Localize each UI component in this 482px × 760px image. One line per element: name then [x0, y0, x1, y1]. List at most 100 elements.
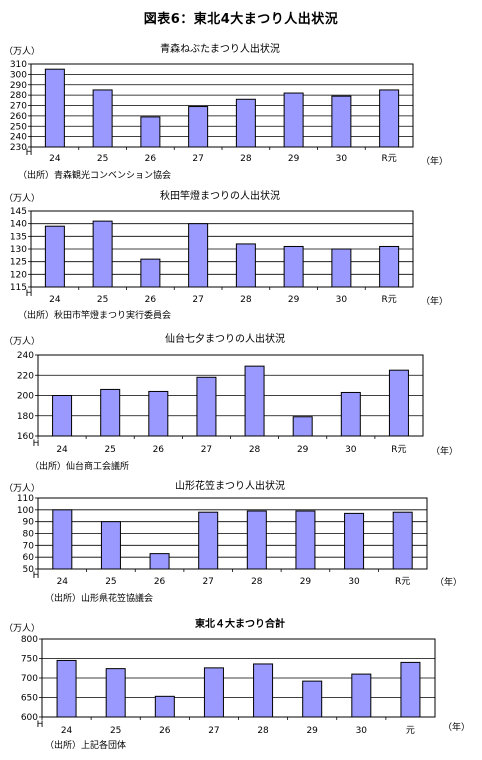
bar-sendai-30	[340, 391, 361, 437]
chart-panel-akita: 秋田竿燈まつりの人出状況 （万人） 115 120 125 130 135 140 145 24 2…	[0, 187, 482, 327]
y-tick-label: 290	[10, 81, 27, 91]
y-axis-unit: （万人）	[4, 46, 40, 57]
bar-yamagata-R元	[392, 511, 413, 570]
chart-panel-total: 東北４大まつり合計 （万人） 600 650 700 750 800 24 25 26 27 28 29…	[0, 616, 482, 760]
x-axis-era-prefix: H	[33, 571, 40, 581]
x-tick-label: 29	[288, 295, 300, 305]
y-tick-label: 140	[10, 220, 27, 230]
bar-sendai-26	[148, 390, 169, 437]
y-tick-label: 125	[10, 258, 27, 268]
source-note: （出所）秋田市竿燈まつり実行委員会	[18, 309, 171, 321]
page-title: 図表6：東北4大まつり人出状況	[143, 12, 339, 27]
x-axis-unit: （年）	[421, 155, 448, 167]
bar-aomori-R元	[379, 89, 400, 148]
x-tick-label: R元	[391, 445, 406, 455]
bar-akita-25	[92, 220, 113, 288]
x-tick-label: 24	[49, 295, 61, 305]
x-tick-label: 28	[257, 726, 269, 736]
bar-sendai-25	[100, 388, 121, 437]
x-tick-label: 26	[159, 726, 171, 736]
source-note: （出所）仙台商工会議所	[30, 460, 129, 472]
y-tick-label: 240	[17, 351, 34, 361]
chart-title: 仙台七夕まつりの人出状況	[165, 332, 285, 345]
x-tick-label: 25	[97, 154, 108, 164]
bar-yamagata-25	[100, 521, 121, 570]
y-tick-label: 750	[21, 655, 38, 665]
chart-title: 秋田竿燈まつりの人出状況	[160, 189, 280, 202]
y-tick-label: 310	[10, 60, 27, 70]
bar-akita-27	[188, 223, 209, 288]
x-tick-label: 25	[97, 295, 108, 305]
x-tick-label: 26	[153, 445, 165, 455]
x-tick-label: 25	[104, 445, 115, 455]
bar-total-元	[400, 661, 421, 718]
x-tick-label: 25	[110, 726, 121, 736]
x-axis-unit: （年）	[435, 576, 462, 588]
y-tick-label: 270	[10, 102, 27, 112]
y-tick-label: 120	[10, 270, 27, 280]
x-tick-label: 25	[105, 577, 116, 587]
x-tick-label: 27	[192, 295, 203, 305]
chart-total: 東北４大まつり合計 （万人） 600 650 700 750 800 24 25 26 27 28 29…	[4, 617, 470, 751]
x-tick-label: 27	[201, 445, 212, 455]
bar-aomori-27	[188, 106, 209, 148]
x-tick-label: R元	[381, 154, 396, 164]
bar-akita-29	[283, 245, 304, 288]
y-tick-label: 600	[21, 713, 38, 723]
x-tick-label: 元	[406, 726, 415, 736]
x-axis-unit: （年）	[443, 721, 470, 733]
chart-title: 青森ねぶたまつり人出状況	[160, 42, 280, 55]
bar-total-28	[253, 663, 274, 718]
bar-sendai-28	[244, 365, 265, 437]
chart-panel-sendai: 仙台七夕まつりの人出状況 （万人） 160 180 200 220 240 24 25 26 27 2…	[0, 330, 482, 475]
bar-sendai-R元	[388, 369, 409, 437]
y-tick-label: 180	[17, 412, 34, 422]
bar-yamagata-24	[52, 509, 73, 570]
x-tick-label: 29	[300, 577, 312, 587]
x-tick-label: 29	[297, 445, 309, 455]
bar-yamagata-26	[149, 553, 170, 570]
x-tick-label: 30	[356, 726, 368, 736]
y-tick-label: 90	[23, 518, 35, 528]
bar-akita-26	[140, 258, 161, 288]
bar-akita-24	[44, 225, 65, 288]
x-tick-label: R元	[381, 295, 396, 305]
x-axis-era-prefix: H	[37, 720, 44, 730]
y-tick-label: 280	[10, 91, 27, 101]
bar-akita-28	[235, 243, 256, 288]
y-tick-label: 135	[10, 232, 27, 242]
y-tick-label: 70	[23, 541, 35, 551]
bar-akita-30	[331, 248, 352, 288]
x-tick-label: 28	[240, 154, 252, 164]
y-tick-label: 260	[10, 112, 27, 122]
x-tick-label: 29	[288, 154, 300, 164]
y-axis-unit: （万人）	[4, 193, 40, 204]
y-tick-label: 800	[21, 635, 38, 645]
x-tick-label: 24	[61, 726, 73, 736]
bar-akita-R元	[379, 245, 400, 288]
y-tick-label: 200	[17, 392, 34, 402]
x-tick-label: 28	[249, 445, 261, 455]
y-axis-unit: （万人）	[4, 483, 40, 494]
x-axis-era-prefix: H	[26, 148, 33, 158]
x-axis-era-prefix: H	[33, 439, 40, 449]
bar-sendai-24	[52, 395, 73, 437]
x-tick-label: 24	[56, 445, 68, 455]
x-tick-label: R元	[395, 577, 410, 587]
bar-total-30	[351, 673, 372, 718]
y-tick-label: 100	[17, 506, 34, 516]
x-tick-label: 26	[145, 295, 157, 305]
source-note: （出所）山形県花笠協議会	[45, 592, 153, 604]
x-tick-label: 26	[154, 577, 166, 587]
y-tick-label: 700	[21, 674, 38, 684]
y-tick-label: 115	[10, 283, 27, 293]
y-tick-label: 145	[10, 207, 27, 217]
y-tick-label: 240	[10, 133, 27, 143]
y-tick-label: 50	[23, 565, 35, 575]
x-tick-label: 28	[240, 295, 252, 305]
source-note: （出所）上記各団体	[45, 739, 126, 751]
y-axis-unit: （万人）	[4, 336, 40, 347]
chart-title: 東北４大まつり合計	[195, 617, 285, 630]
bar-sendai-27	[196, 376, 217, 437]
